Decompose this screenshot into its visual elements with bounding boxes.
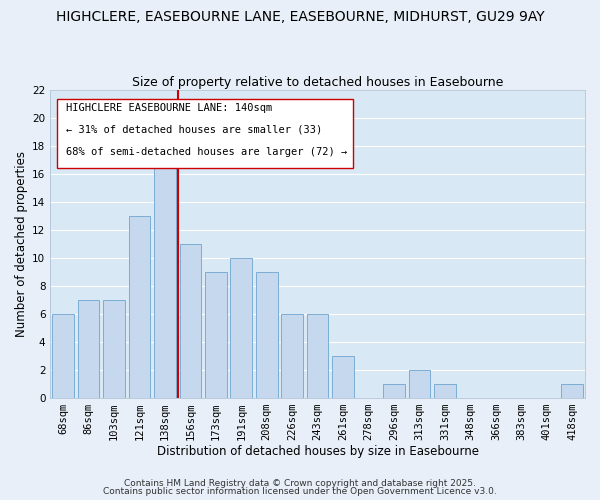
Text: HIGHCLERE, EASEBOURNE LANE, EASEBOURNE, MIDHURST, GU29 9AY: HIGHCLERE, EASEBOURNE LANE, EASEBOURNE, …: [56, 10, 544, 24]
Text: HIGHCLERE EASEBOURNE LANE: 140sqm: HIGHCLERE EASEBOURNE LANE: 140sqm: [67, 103, 272, 113]
FancyBboxPatch shape: [56, 99, 353, 168]
Y-axis label: Number of detached properties: Number of detached properties: [15, 150, 28, 336]
Bar: [307, 314, 328, 398]
Bar: [205, 272, 227, 398]
Bar: [256, 272, 278, 398]
Bar: [179, 244, 201, 398]
Bar: [562, 384, 583, 398]
Bar: [332, 356, 354, 398]
Bar: [103, 300, 125, 398]
Bar: [230, 258, 252, 398]
Bar: [77, 300, 99, 398]
Text: Contains HM Land Registry data © Crown copyright and database right 2025.: Contains HM Land Registry data © Crown c…: [124, 478, 476, 488]
Text: ← 31% of detached houses are smaller (33): ← 31% of detached houses are smaller (33…: [67, 125, 323, 135]
X-axis label: Distribution of detached houses by size in Easebourne: Distribution of detached houses by size …: [157, 444, 479, 458]
Text: 68% of semi-detached houses are larger (72) →: 68% of semi-detached houses are larger (…: [67, 146, 347, 156]
Title: Size of property relative to detached houses in Easebourne: Size of property relative to detached ho…: [132, 76, 503, 90]
Bar: [154, 146, 176, 398]
Bar: [281, 314, 303, 398]
Bar: [128, 216, 150, 398]
Bar: [409, 370, 430, 398]
Bar: [434, 384, 456, 398]
Bar: [52, 314, 74, 398]
Text: Contains public sector information licensed under the Open Government Licence v3: Contains public sector information licen…: [103, 487, 497, 496]
Bar: [383, 384, 405, 398]
